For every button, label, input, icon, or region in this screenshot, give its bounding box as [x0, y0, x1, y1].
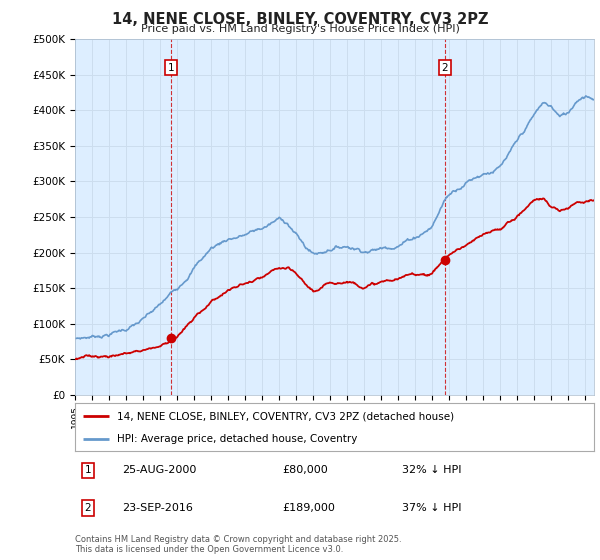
- Text: 2: 2: [85, 503, 91, 513]
- Text: 32% ↓ HPI: 32% ↓ HPI: [402, 465, 461, 475]
- Text: 37% ↓ HPI: 37% ↓ HPI: [402, 503, 461, 513]
- Text: 25-AUG-2000: 25-AUG-2000: [122, 465, 196, 475]
- Text: 1: 1: [168, 63, 175, 73]
- Text: HPI: Average price, detached house, Coventry: HPI: Average price, detached house, Cove…: [116, 434, 357, 444]
- Text: £80,000: £80,000: [283, 465, 328, 475]
- Text: 14, NENE CLOSE, BINLEY, COVENTRY, CV3 2PZ (detached house): 14, NENE CLOSE, BINLEY, COVENTRY, CV3 2P…: [116, 411, 454, 421]
- Text: £189,000: £189,000: [283, 503, 335, 513]
- Text: 1: 1: [85, 465, 91, 475]
- Text: Price paid vs. HM Land Registry's House Price Index (HPI): Price paid vs. HM Land Registry's House …: [140, 24, 460, 34]
- Text: 14, NENE CLOSE, BINLEY, COVENTRY, CV3 2PZ: 14, NENE CLOSE, BINLEY, COVENTRY, CV3 2P…: [112, 12, 488, 27]
- Text: 2: 2: [442, 63, 448, 73]
- Text: 23-SEP-2016: 23-SEP-2016: [122, 503, 193, 513]
- Text: Contains HM Land Registry data © Crown copyright and database right 2025.
This d: Contains HM Land Registry data © Crown c…: [75, 535, 401, 554]
